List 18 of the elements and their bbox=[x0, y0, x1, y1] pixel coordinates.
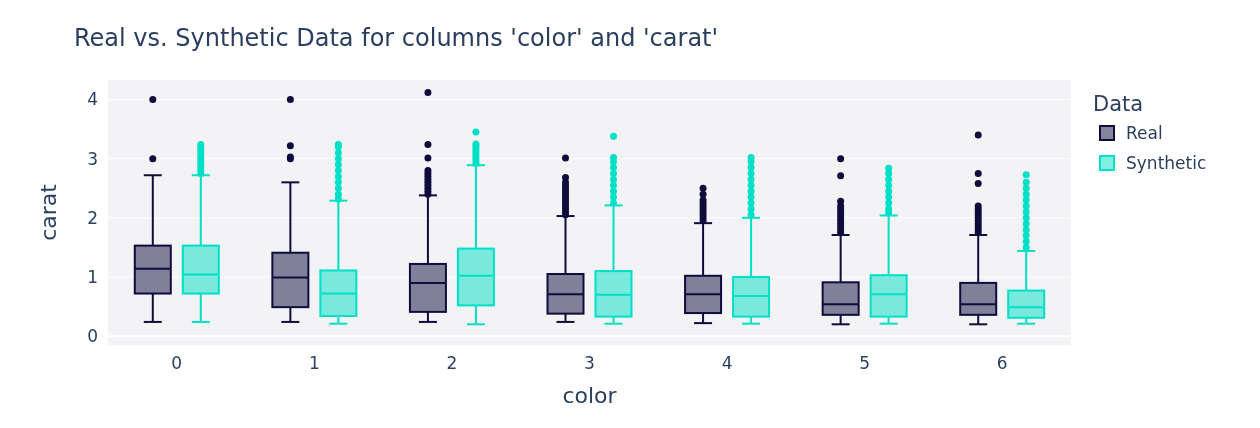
x-tick-label: 3 bbox=[584, 353, 595, 373]
x-tick-label: 1 bbox=[308, 353, 320, 373]
x-tick-label: 4 bbox=[721, 353, 733, 373]
y-tick-label: 3 bbox=[87, 148, 98, 169]
y-tick-label: 0 bbox=[87, 326, 98, 347]
legend-label: Synthetic bbox=[1126, 153, 1207, 173]
y-tick-label: 1 bbox=[87, 266, 98, 287]
x-tick-label: 5 bbox=[859, 353, 871, 373]
x-tick-label: 2 bbox=[446, 353, 458, 373]
chart-title: Real vs. Synthetic Data for columns 'color' and 'carat' bbox=[74, 24, 719, 52]
legend-label: Real bbox=[1126, 123, 1163, 143]
y-tick-label: 4 bbox=[87, 89, 98, 110]
x-tick-label: 6 bbox=[996, 353, 1008, 373]
legend-title: Data bbox=[1093, 92, 1144, 116]
x-tick-label: 0 bbox=[171, 353, 183, 373]
y-axis-title: carat bbox=[36, 183, 61, 241]
x-axis-title: color bbox=[562, 383, 618, 408]
y-tick-label: 2 bbox=[87, 207, 98, 228]
